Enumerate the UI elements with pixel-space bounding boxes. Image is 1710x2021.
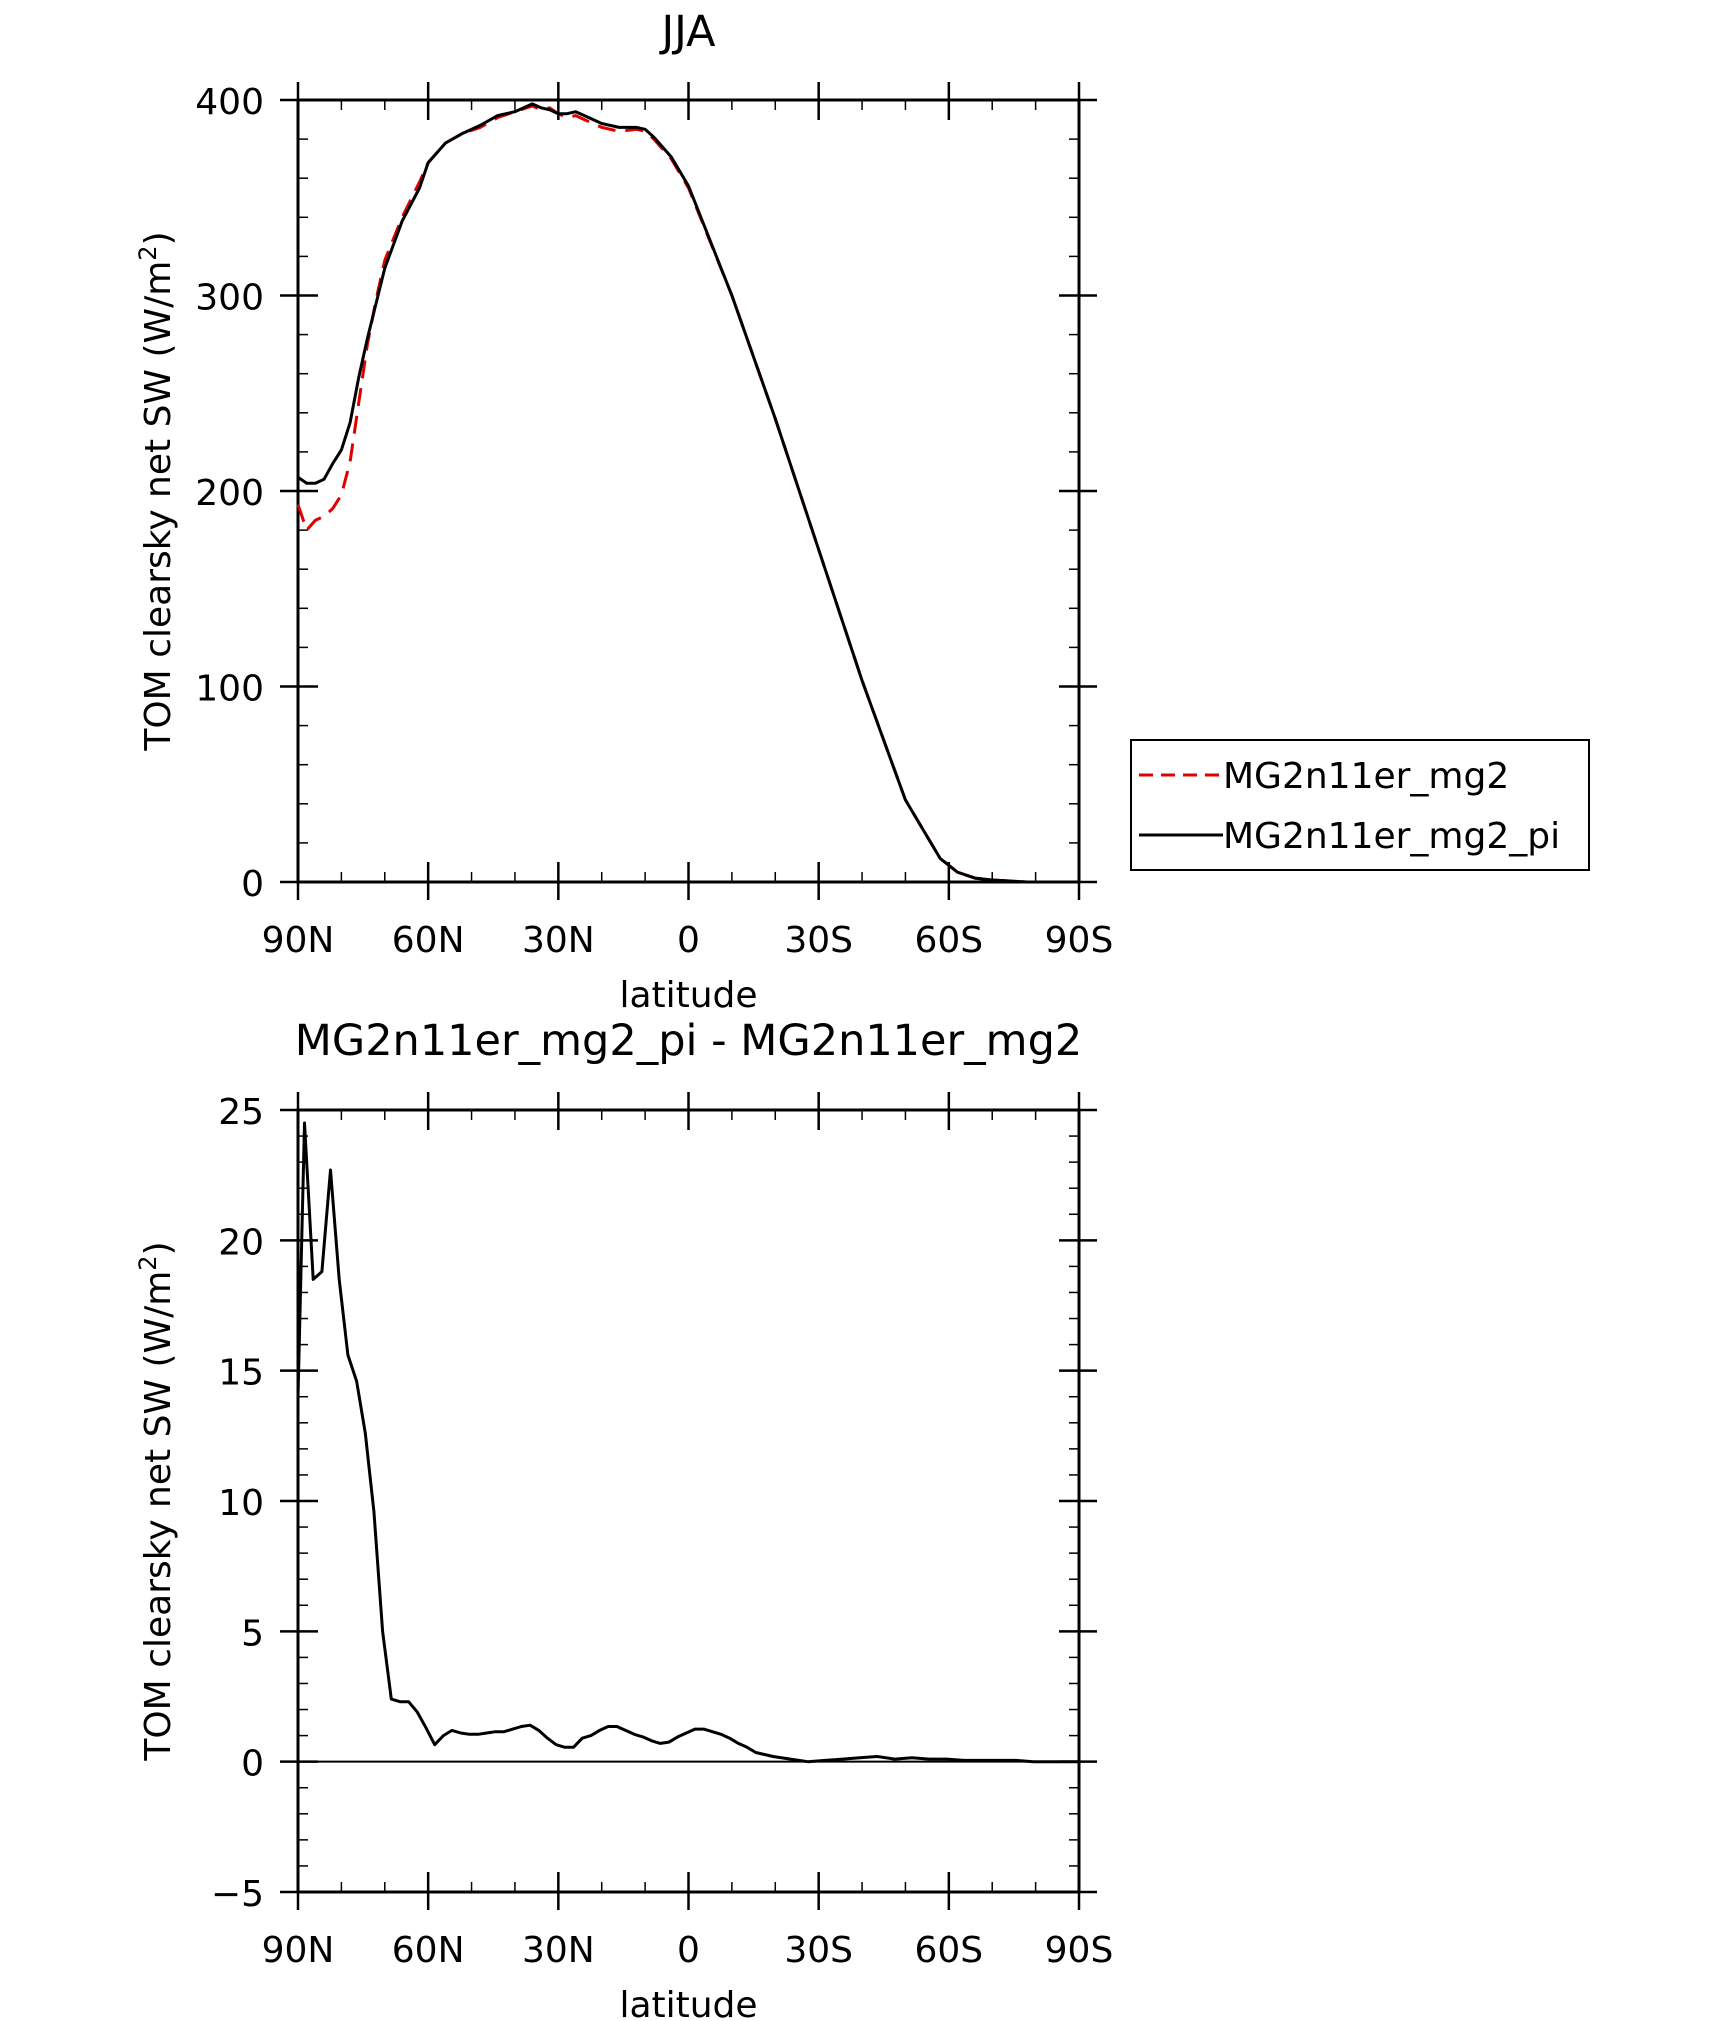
x-tick-label: 90S (1045, 1930, 1114, 1971)
chart-title: JJA (658, 7, 716, 57)
x-tick-label: 90S (1045, 920, 1114, 961)
chart-panel-2: MG2n11er_mg2_pi - MG2n11er_mg2−505101520… (134, 1016, 1113, 2021)
legend: MG2n11er_mg2 MG2n11er_mg2_pi (1130, 739, 1590, 871)
legend-label-1: MG2n11er_mg2 (1223, 756, 1509, 797)
y-axis-label-sup: 2 (134, 245, 162, 260)
series-line-2 (297, 102, 1079, 884)
y-tick-label: 5 (241, 1613, 264, 1654)
legend-label-2: MG2n11er_mg2_pi (1223, 816, 1560, 857)
y-tick-label: 100 (195, 669, 264, 710)
y-tick-label: 25 (218, 1092, 264, 1133)
x-tick-label: 60S (914, 920, 983, 961)
y-axis-label-main: TOM clearsky net SW (W/m (138, 261, 179, 752)
x-tick-label: 60S (914, 1930, 983, 1971)
series-line-1 (296, 1121, 1079, 1764)
x-tick-label: 60N (392, 920, 465, 961)
x-tick-label: 30S (784, 1930, 853, 1971)
x-tick-label: 0 (677, 920, 700, 961)
x-axis-label: latitude (619, 1985, 757, 2021)
y-axis-label-tail: ) (138, 231, 179, 245)
x-tick-label: 90N (262, 1930, 335, 1971)
y-tick-label: 400 (195, 82, 264, 123)
x-tick-label: 60N (392, 1930, 465, 1971)
series-line-1 (296, 104, 1079, 884)
legend-box (1130, 739, 1590, 871)
x-tick-label: 0 (677, 1930, 700, 1971)
y-tick-label: 10 (218, 1483, 264, 1524)
plot-frame (296, 1108, 1081, 1894)
x-tick-label: 30S (784, 920, 853, 961)
y-axis-label: TOM clearsky net SW (W/m2) (134, 1241, 179, 1761)
x-tick-label: 30N (522, 1930, 595, 1971)
y-axis-label: TOM clearsky net SW (W/m2) (134, 231, 179, 751)
chart-panel-1: JJA 0 100 200 300 400 90N 60N 30N 0 30S 60S 90S latit… (134, 7, 1590, 1016)
x-tick-label: 90N (262, 920, 335, 961)
x-tick-label: 30N (522, 920, 595, 961)
y-axis-label-main: TOM clearsky net SW (W/m (138, 1271, 179, 1762)
y-axis-label-tail: ) (138, 1241, 179, 1255)
y-tick-label: 0 (241, 1744, 264, 1785)
plot-frame (296, 98, 1081, 884)
y-axis-label-sup: 2 (134, 1255, 162, 1270)
y-tick-label: −5 (211, 1874, 264, 1915)
y-tick-label: 20 (218, 1222, 264, 1263)
chart-title: MG2n11er_mg2_pi - MG2n11er_mg2 (295, 1016, 1082, 1066)
y-tick-label: 300 (195, 278, 264, 319)
y-tick-label: 15 (218, 1353, 264, 1394)
y-tick-label: 200 (195, 473, 264, 514)
x-axis-label: latitude (619, 975, 757, 1016)
y-tick-label: 0 (241, 864, 264, 905)
